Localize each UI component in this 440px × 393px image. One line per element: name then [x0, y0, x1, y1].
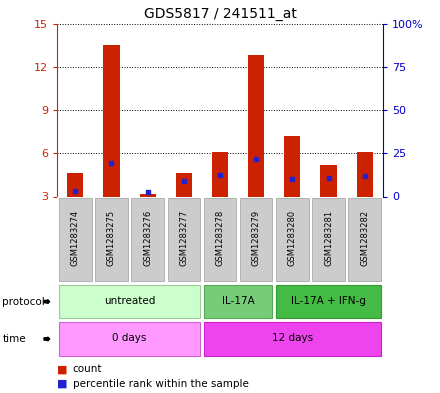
Text: 0 days: 0 days	[112, 333, 147, 343]
FancyBboxPatch shape	[240, 198, 272, 281]
Bar	[248, 55, 264, 196]
Title: GDS5817 / 241511_at: GDS5817 / 241511_at	[143, 7, 297, 21]
FancyBboxPatch shape	[204, 285, 272, 318]
Text: time: time	[2, 334, 26, 344]
Text: percentile rank within the sample: percentile rank within the sample	[73, 379, 249, 389]
FancyBboxPatch shape	[276, 198, 308, 281]
Text: count: count	[73, 364, 102, 375]
Bar	[139, 194, 156, 196]
Bar	[212, 152, 228, 196]
Bar	[176, 173, 192, 196]
Text: IL-17A: IL-17A	[222, 296, 254, 306]
Bar	[320, 165, 337, 196]
Text: GSM1283279: GSM1283279	[252, 210, 260, 266]
Text: GSM1283282: GSM1283282	[360, 210, 369, 266]
Bar	[67, 173, 84, 196]
Bar	[356, 152, 373, 196]
FancyBboxPatch shape	[204, 322, 381, 356]
Text: 12 days: 12 days	[272, 333, 313, 343]
Text: IL-17A + IFN-g: IL-17A + IFN-g	[291, 296, 366, 306]
Text: GSM1283275: GSM1283275	[107, 210, 116, 266]
FancyBboxPatch shape	[312, 198, 345, 281]
Text: GSM1283278: GSM1283278	[216, 210, 224, 266]
Text: ■: ■	[57, 364, 68, 375]
FancyBboxPatch shape	[95, 198, 128, 281]
Text: untreated: untreated	[104, 296, 155, 306]
FancyBboxPatch shape	[132, 198, 164, 281]
FancyBboxPatch shape	[59, 322, 200, 356]
Text: GSM1283281: GSM1283281	[324, 210, 333, 266]
FancyBboxPatch shape	[59, 198, 92, 281]
Text: GSM1283280: GSM1283280	[288, 210, 297, 266]
FancyBboxPatch shape	[204, 198, 236, 281]
FancyBboxPatch shape	[59, 285, 200, 318]
FancyBboxPatch shape	[348, 198, 381, 281]
Text: GSM1283277: GSM1283277	[180, 210, 188, 266]
Text: ■: ■	[57, 379, 68, 389]
Text: protocol: protocol	[2, 297, 45, 307]
Bar	[284, 136, 301, 196]
Text: GSM1283276: GSM1283276	[143, 210, 152, 266]
FancyBboxPatch shape	[276, 285, 381, 318]
Text: GSM1283274: GSM1283274	[71, 210, 80, 266]
Bar	[103, 45, 120, 196]
FancyBboxPatch shape	[168, 198, 200, 281]
